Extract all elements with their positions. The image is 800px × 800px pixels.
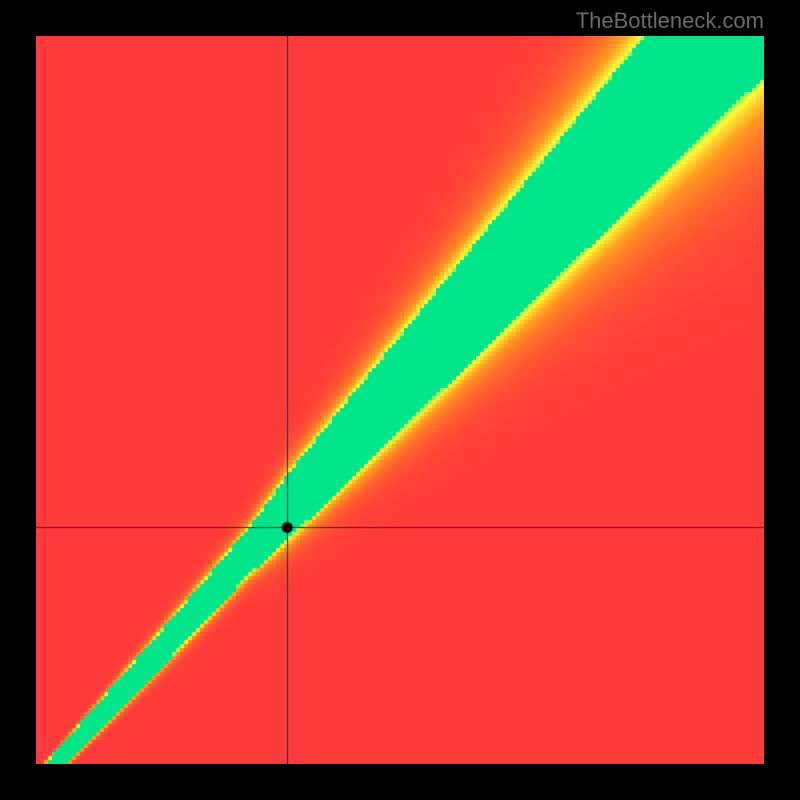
watermark-text: TheBottleneck.com xyxy=(576,8,764,34)
bottleneck-heatmap xyxy=(36,36,764,764)
chart-frame xyxy=(36,36,764,764)
